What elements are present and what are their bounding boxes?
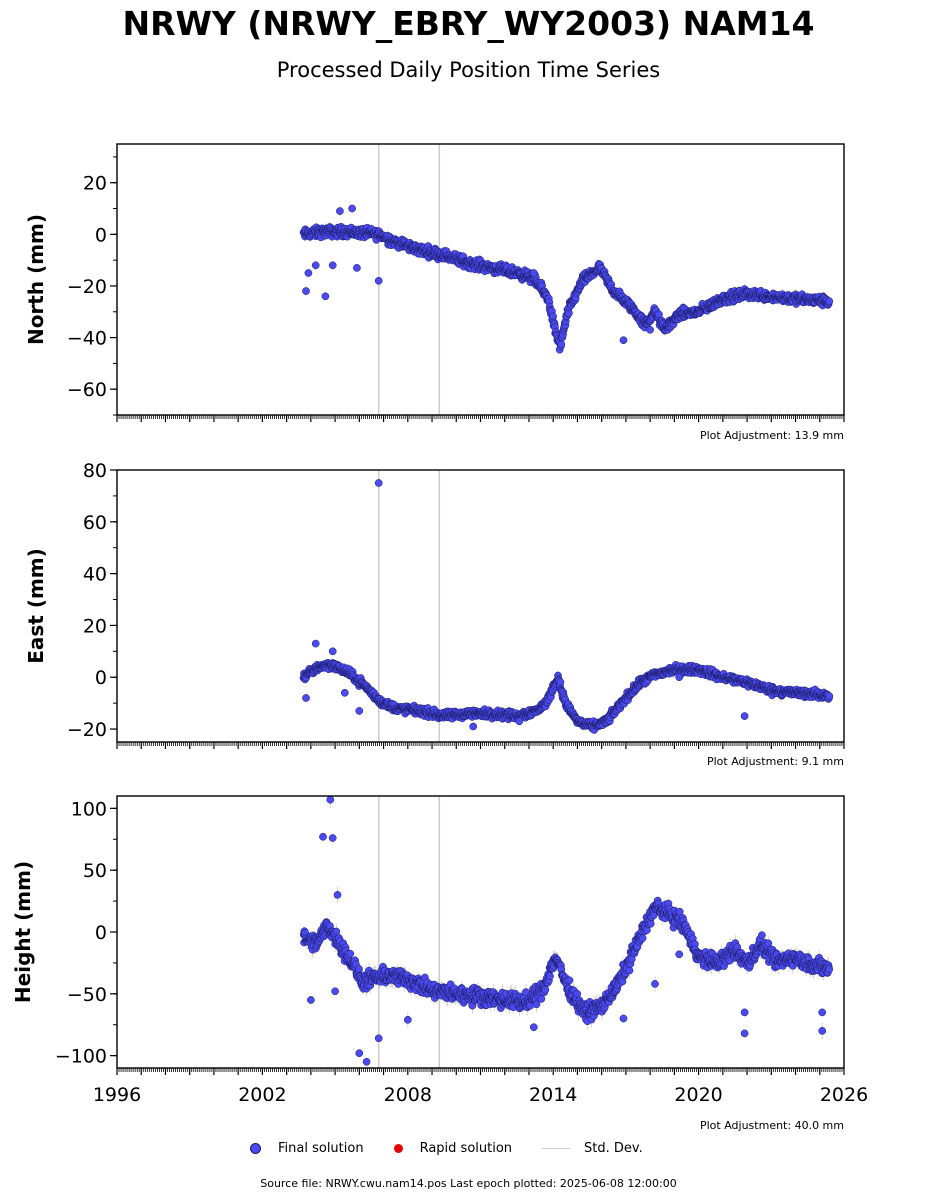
- data-point: [302, 694, 310, 702]
- plot-area-1: [299, 470, 834, 742]
- final-solution-points-2: [299, 796, 834, 1066]
- plot-adjustment-note: Plot Adjustment: 13.9 mm: [700, 429, 844, 442]
- y-tick-label: 60: [83, 512, 107, 534]
- plot-area-0: [299, 144, 834, 415]
- y-axis-label: East (mm): [24, 548, 48, 664]
- data-point: [311, 639, 320, 648]
- data-point: [348, 204, 356, 213]
- data-point: [675, 673, 684, 682]
- data-point: [532, 1000, 541, 1009]
- data-point: [646, 325, 654, 334]
- y-tick-label: 0: [95, 667, 107, 689]
- data-point: [346, 949, 355, 958]
- data-point: [311, 261, 320, 270]
- data-point: [302, 287, 310, 295]
- data-point: [374, 276, 383, 285]
- data-point: [355, 707, 364, 715]
- chart-title: NRWY (NRWY_EBRY_WY2003) NAM14: [122, 4, 815, 43]
- data-point: [515, 717, 524, 726]
- data-point: [304, 269, 313, 277]
- data-point: [336, 207, 344, 215]
- plot-adjustment-note: Plot Adjustment: 9.1 mm: [707, 755, 844, 768]
- data-point: [529, 269, 538, 277]
- y-tick-label: 20: [83, 615, 107, 637]
- y-tick-label: 40: [83, 564, 107, 586]
- chart-subtitle: Processed Daily Position Time Series: [276, 58, 661, 82]
- y-tick-label: 80: [83, 460, 107, 482]
- data-point: [353, 264, 361, 272]
- axes-frame-0: [116, 143, 845, 416]
- data-point: [374, 479, 383, 487]
- data-point: [537, 995, 546, 1003]
- data-point: [321, 292, 330, 301]
- data-point: [328, 261, 337, 270]
- data-point: [619, 336, 628, 345]
- plot-area-2: [299, 796, 834, 1068]
- data-point: [825, 692, 834, 700]
- y-tick-label: −40: [67, 328, 107, 350]
- data-point: [655, 310, 663, 319]
- data-point: [825, 297, 834, 306]
- y-axis-label: North (mm): [24, 214, 48, 345]
- data-point: [556, 678, 565, 686]
- data-point: [740, 712, 749, 720]
- data-point: [340, 688, 349, 697]
- final-solution-points-1: [299, 479, 834, 734]
- data-point: [328, 647, 337, 656]
- y-tick-label: 20: [83, 173, 107, 195]
- std-dev-bars-2: [303, 796, 829, 1047]
- final-solution-points-0: [299, 204, 834, 354]
- y-tick-label: 0: [95, 224, 107, 246]
- panel-1: 80 60 40 20 0 −20 East (mm) Plot Adjustment: 9.…: [24, 460, 845, 768]
- data-point: [332, 927, 341, 936]
- data-point: [355, 964, 363, 973]
- panel-0: 20 0 −20 −40 −60 North (mm) Plot Adjustment: 1…: [24, 143, 845, 442]
- y-tick-label: −20: [67, 719, 107, 741]
- y-tick-label: −60: [67, 379, 107, 401]
- axes-frame-1: [116, 469, 845, 743]
- data-point: [557, 340, 566, 349]
- data-point: [469, 722, 478, 731]
- y-tick-label: −20: [67, 276, 107, 298]
